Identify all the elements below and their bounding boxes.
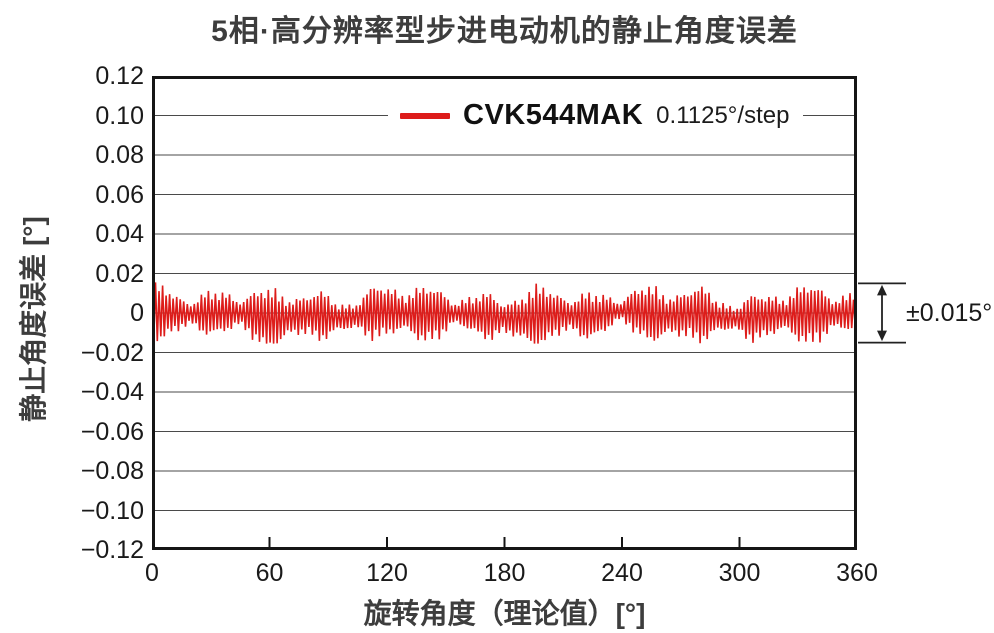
y-tick-label: 0.02 — [95, 259, 144, 288]
y-tick-label: 0.12 — [95, 62, 144, 90]
x-tick-label: 0 — [145, 559, 159, 587]
y-tick-label: −0.10 — [80, 496, 144, 525]
y-tick-label: −0.08 — [80, 457, 144, 485]
x-axis-title: 旋转角度（理论值）[°] — [363, 598, 646, 629]
y-tick-label: 0.06 — [95, 180, 144, 209]
legend-series-note: 0.1125°/step — [656, 101, 790, 129]
chart-title: 5相·高分辨率型步进电动机的静止角度误差 — [211, 15, 798, 48]
x-tick-label: 300 — [718, 559, 761, 587]
x-tick-label: 60 — [255, 559, 284, 587]
legend-series-name: CVK544MAK — [463, 99, 644, 131]
y-tick-label: 0.04 — [95, 220, 144, 248]
plot-border — [152, 76, 857, 550]
x-tick-label: 180 — [483, 559, 526, 587]
x-tick-label: 240 — [601, 559, 643, 587]
y-tick-label: −0.04 — [80, 378, 144, 406]
y-tick-label: 0.08 — [95, 141, 144, 169]
legend: CVK544MAK 0.1125°/step — [388, 98, 804, 133]
plot-area — [152, 76, 857, 550]
series-waveform — [152, 282, 857, 344]
x-tick-label: 120 — [366, 559, 408, 587]
y-tick-label: 0 — [130, 299, 144, 327]
y-tick-label: −0.06 — [80, 417, 144, 446]
x-tick-label: 360 — [836, 559, 878, 587]
y-tick-label: −0.02 — [80, 338, 144, 367]
y-tick-label: −0.12 — [80, 536, 144, 564]
legend-line-swatch — [400, 112, 450, 119]
tolerance-annotation-arrow — [858, 282, 906, 344]
y-tick-label: 0.10 — [95, 101, 144, 130]
tolerance-label: ±0.015° — [906, 299, 993, 327]
